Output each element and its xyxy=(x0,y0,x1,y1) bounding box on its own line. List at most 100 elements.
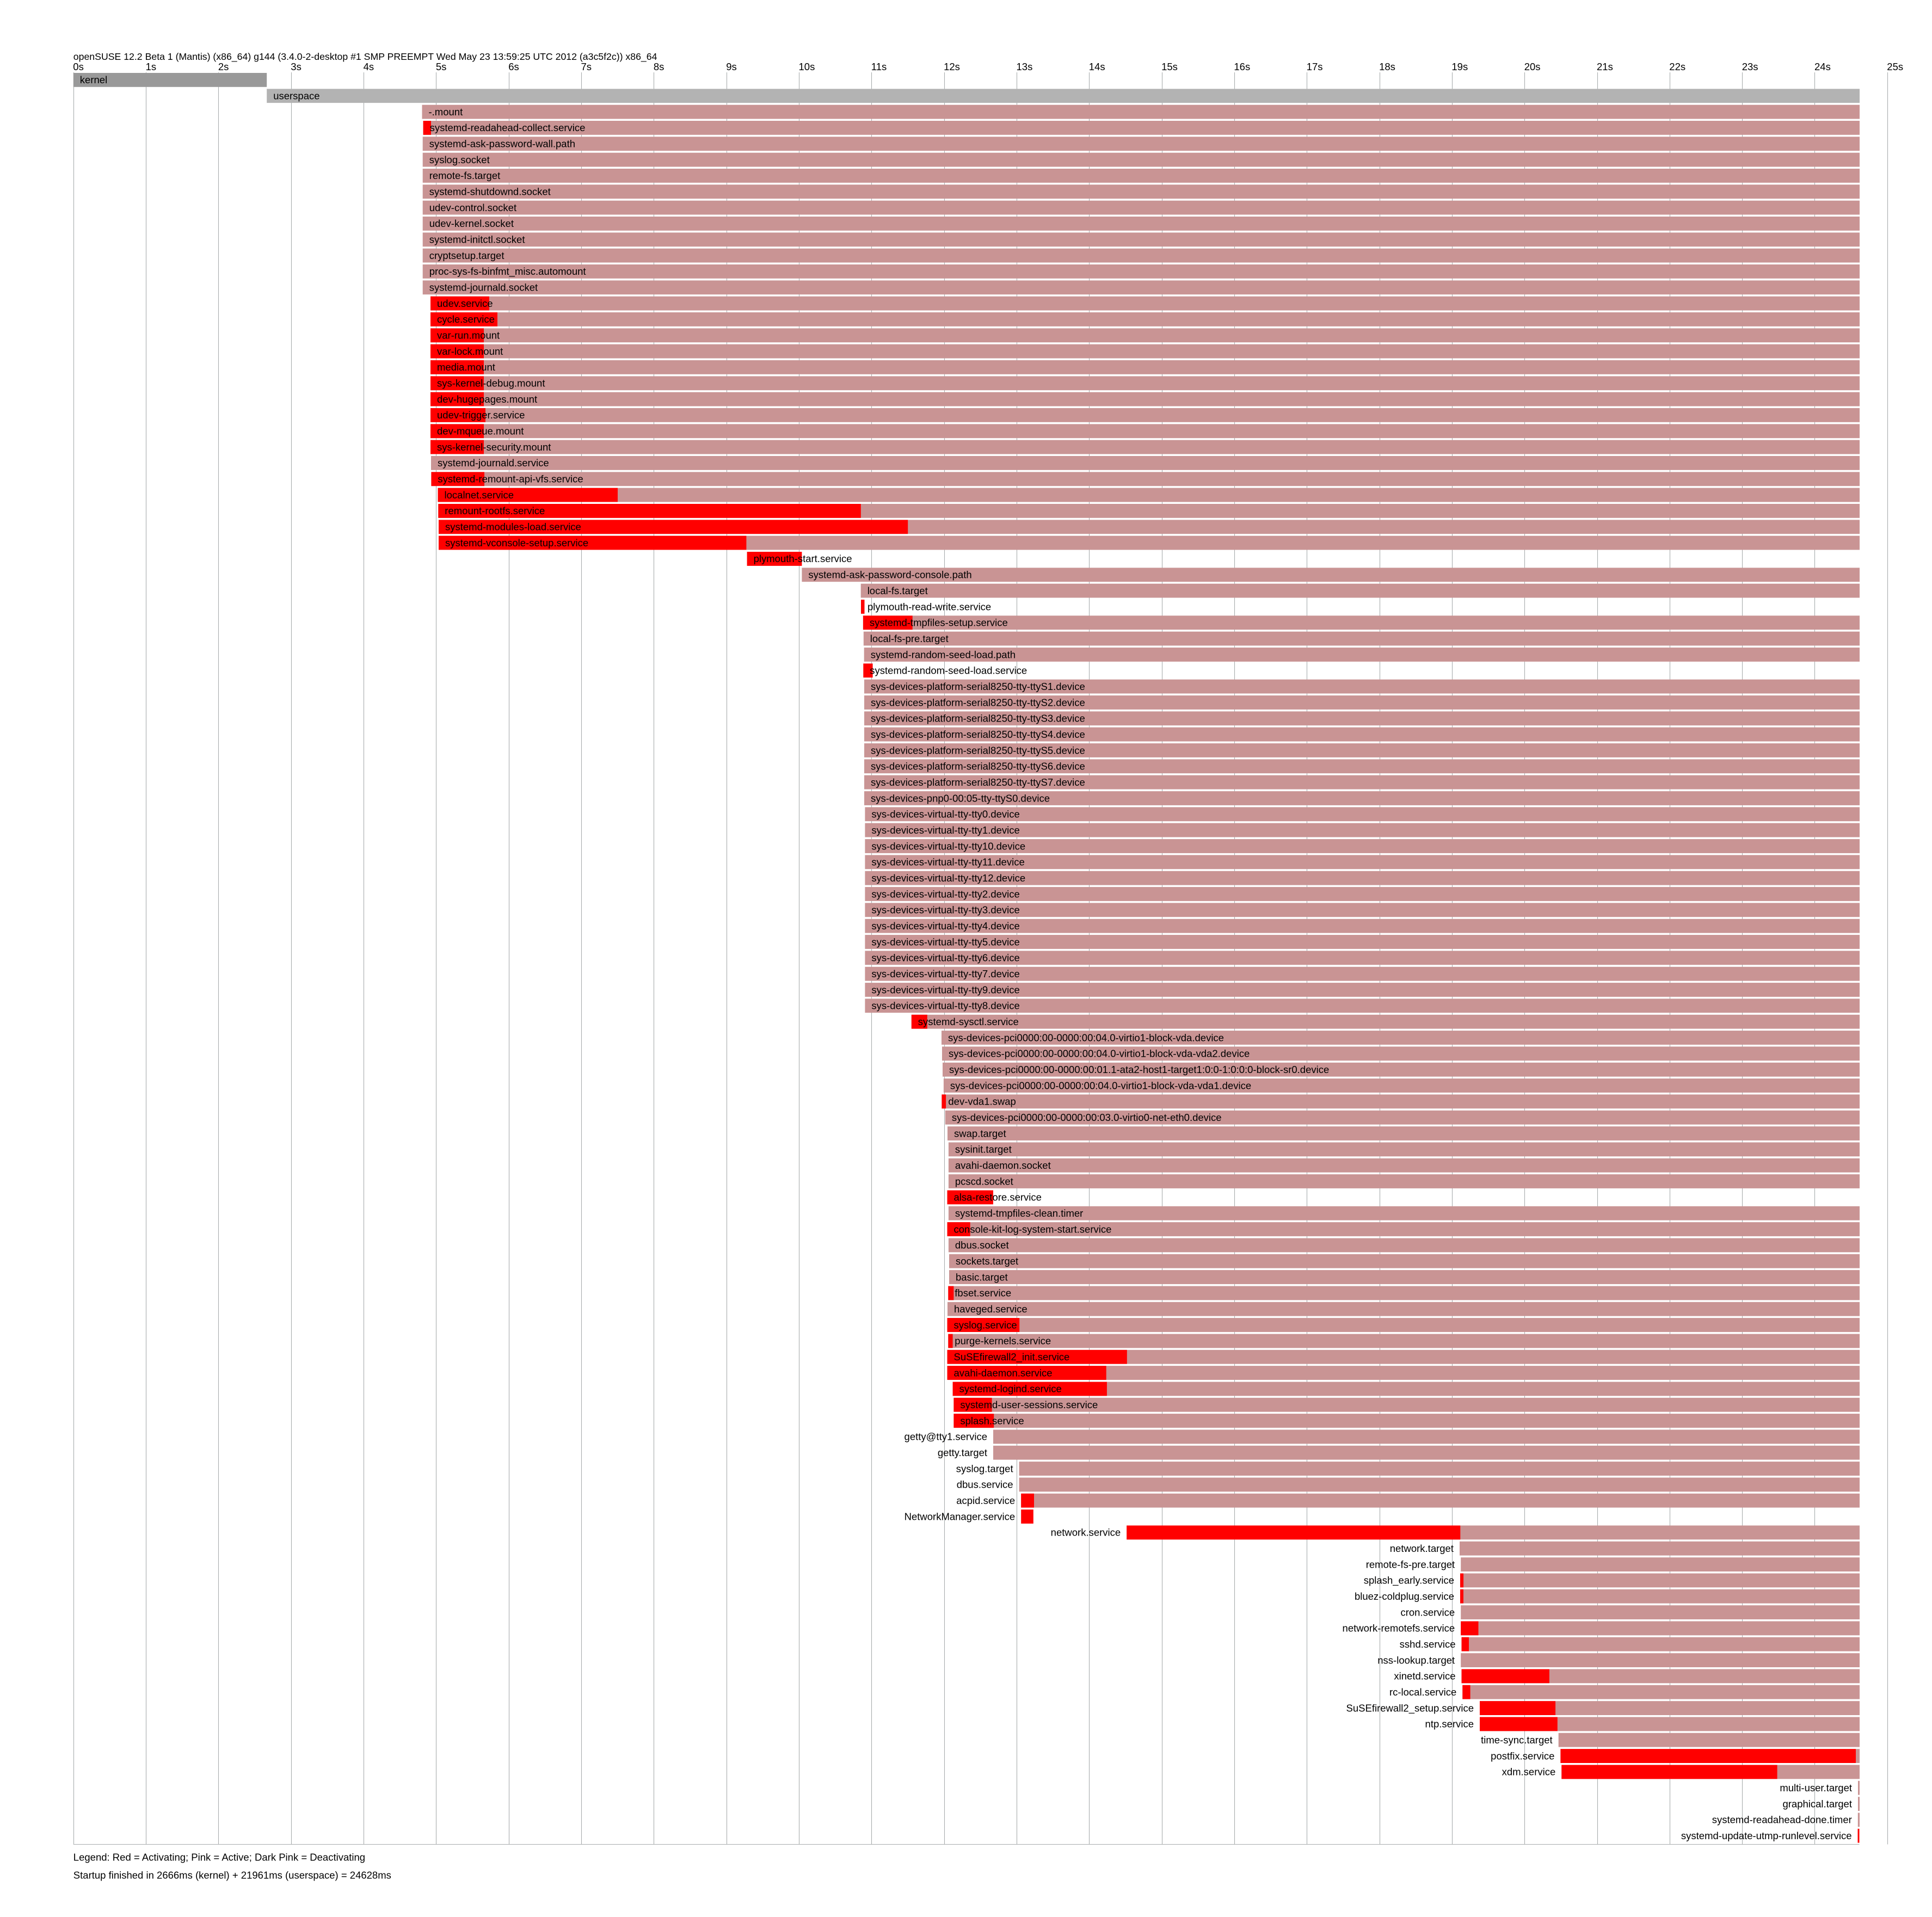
svg-text:xdm.service: xdm.service xyxy=(1502,1766,1556,1778)
svg-text:sys-devices-platform-serial825: sys-devices-platform-serial8250-tty-ttyS… xyxy=(871,744,1085,756)
svg-text:plymouth-start.service: plymouth-start.service xyxy=(754,553,852,564)
svg-text:sys-devices-virtual-tty-tty3.d: sys-devices-virtual-tty-tty3.device xyxy=(871,904,1019,916)
svg-text:11s: 11s xyxy=(871,61,887,72)
svg-text:haveged.service: haveged.service xyxy=(954,1303,1027,1315)
svg-text:systemd-journald.socket: systemd-journald.socket xyxy=(429,282,538,293)
svg-text:20s: 20s xyxy=(1524,61,1541,72)
svg-text:splash_early.service: splash_early.service xyxy=(1364,1575,1454,1587)
svg-text:udev-kernel.socket: udev-kernel.socket xyxy=(429,218,514,229)
svg-text:dev-vda1.swap: dev-vda1.swap xyxy=(948,1096,1016,1107)
svg-text:avahi-daemon.socket: avahi-daemon.socket xyxy=(955,1160,1051,1171)
svg-text:fbset.service: fbset.service xyxy=(955,1287,1011,1299)
svg-text:console-kit-log-system-start.s: console-kit-log-system-start.service xyxy=(954,1223,1112,1235)
svg-text:getty@tty1.service: getty@tty1.service xyxy=(905,1431,987,1443)
svg-text:5s: 5s xyxy=(436,61,447,72)
svg-text:sys-devices-pci0000:00-0000:00: sys-devices-pci0000:00-0000:00:01.1-ata2… xyxy=(949,1064,1329,1075)
svg-text:sys-devices-virtual-tty-tty8.d: sys-devices-virtual-tty-tty8.device xyxy=(871,1000,1019,1012)
svg-text:cryptsetup.target: cryptsetup.target xyxy=(429,250,504,261)
svg-text:17s: 17s xyxy=(1307,61,1323,72)
svg-text:13s: 13s xyxy=(1017,61,1033,72)
svg-text:nss-lookup.target: nss-lookup.target xyxy=(1377,1654,1455,1666)
svg-text:systemd-tmpfiles-setup.service: systemd-tmpfiles-setup.service xyxy=(870,617,1008,628)
svg-text:udev.service: udev.service xyxy=(437,298,493,309)
svg-text:15s: 15s xyxy=(1161,61,1178,72)
svg-text:var-lock.mount: var-lock.mount xyxy=(437,346,503,357)
svg-text:sys-devices-virtual-tty-tty10.: sys-devices-virtual-tty-tty10.device xyxy=(871,840,1025,852)
svg-text:systemd-vconsole-setup.service: systemd-vconsole-setup.service xyxy=(445,537,588,548)
svg-text:1s: 1s xyxy=(146,61,157,72)
svg-text:getty.target: getty.target xyxy=(938,1447,987,1458)
svg-text:swap.target: swap.target xyxy=(954,1127,1006,1139)
svg-text:systemd-update-utmp-runlevel.s: systemd-update-utmp-runlevel.service xyxy=(1681,1830,1852,1841)
svg-text:0s: 0s xyxy=(73,61,84,72)
svg-text:pcscd.socket: pcscd.socket xyxy=(955,1175,1013,1187)
svg-text:userspace: userspace xyxy=(273,90,319,102)
svg-text:bluez-coldplug.service: bluez-coldplug.service xyxy=(1355,1591,1454,1602)
svg-text:acpid.service: acpid.service xyxy=(956,1495,1015,1506)
svg-text:var-run.mount: var-run.mount xyxy=(437,330,500,341)
svg-text:systemd-user-sessions.service: systemd-user-sessions.service xyxy=(960,1399,1098,1410)
svg-text:3s: 3s xyxy=(291,61,302,72)
svg-text:sys-devices-platform-serial825: sys-devices-platform-serial8250-tty-ttyS… xyxy=(871,776,1085,788)
svg-text:syslog.socket: syslog.socket xyxy=(429,154,490,165)
svg-text:-.mount: -.mount xyxy=(429,106,463,118)
svg-text:systemd-remount-api-vfs.servic: systemd-remount-api-vfs.service xyxy=(438,473,583,485)
svg-text:systemd-readahead-collect.serv: systemd-readahead-collect.service xyxy=(430,122,586,133)
svg-text:systemd-sysctl.service: systemd-sysctl.service xyxy=(918,1016,1019,1027)
svg-text:dbus.socket: dbus.socket xyxy=(955,1240,1009,1251)
svg-text:sys-devices-virtual-tty-tty2.d: sys-devices-virtual-tty-tty2.device xyxy=(871,888,1019,899)
svg-text:time-sync.target: time-sync.target xyxy=(1481,1734,1553,1746)
svg-text:sys-devices-platform-serial825: sys-devices-platform-serial8250-tty-ttyS… xyxy=(871,696,1085,708)
svg-text:systemd-logind.service: systemd-logind.service xyxy=(959,1383,1062,1395)
svg-text:openSUSE 12.2 Beta 1 (Mantis): openSUSE 12.2 Beta 1 (Mantis) (x86_64) g… xyxy=(73,51,657,63)
svg-text:22s: 22s xyxy=(1669,61,1685,72)
svg-text:basic.target: basic.target xyxy=(956,1271,1008,1283)
svg-text:network.target: network.target xyxy=(1390,1543,1454,1554)
svg-text:sys-devices-platform-serial825: sys-devices-platform-serial8250-tty-ttyS… xyxy=(871,681,1085,692)
svg-text:sys-devices-pci0000:00-0000:00: sys-devices-pci0000:00-0000:00:03.0-virt… xyxy=(952,1112,1222,1123)
svg-text:proc-sys-fs-binfmt_misc.automo: proc-sys-fs-binfmt_misc.automount xyxy=(429,266,586,278)
svg-text:dev-mqueue.mount: dev-mqueue.mount xyxy=(437,426,524,437)
svg-text:udev-control.socket: udev-control.socket xyxy=(429,202,516,213)
svg-text:sys-devices-pci0000:00-0000:00: sys-devices-pci0000:00-0000:00:04.0-virt… xyxy=(950,1080,1251,1091)
svg-text:SuSEfirewall2_init.service: SuSEfirewall2_init.service xyxy=(954,1351,1070,1363)
svg-text:sockets.target: sockets.target xyxy=(956,1255,1018,1267)
svg-text:sys-devices-virtual-tty-tty0.d: sys-devices-virtual-tty-tty0.device xyxy=(871,809,1019,820)
svg-text:local-fs-pre.target: local-fs-pre.target xyxy=(870,633,949,644)
svg-text:dbus.service: dbus.service xyxy=(957,1479,1013,1490)
svg-text:sys-devices-pci0000:00-0000:00: sys-devices-pci0000:00-0000:00:04.0-virt… xyxy=(948,1032,1224,1043)
svg-text:10s: 10s xyxy=(799,61,815,72)
svg-text:sys-devices-virtual-tty-tty7.d: sys-devices-virtual-tty-tty7.device xyxy=(871,968,1019,979)
svg-text:sshd.service: sshd.service xyxy=(1400,1638,1456,1650)
svg-text:avahi-daemon.service: avahi-daemon.service xyxy=(954,1367,1053,1378)
svg-text:7s: 7s xyxy=(581,61,592,72)
svg-text:4s: 4s xyxy=(364,61,374,72)
svg-text:dev-hugepages.mount: dev-hugepages.mount xyxy=(437,393,537,405)
svg-text:media.mount: media.mount xyxy=(437,361,495,373)
svg-text:localnet.service: localnet.service xyxy=(445,489,514,501)
svg-text:19s: 19s xyxy=(1451,61,1468,72)
svg-text:multi-user.target: multi-user.target xyxy=(1780,1782,1852,1793)
svg-text:postfix.service: postfix.service xyxy=(1491,1750,1554,1761)
svg-text:sys-devices-virtual-tty-tty6.d: sys-devices-virtual-tty-tty6.device xyxy=(871,952,1019,964)
svg-text:udev-trigger.service: udev-trigger.service xyxy=(437,409,525,421)
svg-text:systemd-tmpfiles-clean.timer: systemd-tmpfiles-clean.timer xyxy=(955,1207,1083,1219)
svg-text:sys-devices-platform-serial825: sys-devices-platform-serial8250-tty-ttyS… xyxy=(871,729,1085,740)
svg-text:sys-kernel-debug.mount: sys-kernel-debug.mount xyxy=(437,378,545,389)
svg-text:23s: 23s xyxy=(1742,61,1758,72)
svg-text:systemd-shutdownd.socket: systemd-shutdownd.socket xyxy=(429,186,551,198)
svg-text:systemd-ask-password-wall.path: systemd-ask-password-wall.path xyxy=(429,138,575,150)
svg-text:sys-kernel-security.mount: sys-kernel-security.mount xyxy=(437,441,551,453)
svg-text:sys-devices-virtual-tty-tty12.: sys-devices-virtual-tty-tty12.device xyxy=(871,872,1025,884)
svg-text:syslog.target: syslog.target xyxy=(956,1463,1013,1474)
svg-text:sys-devices-platform-serial825: sys-devices-platform-serial8250-tty-ttyS… xyxy=(871,713,1085,724)
svg-text:systemd-initctl.socket: systemd-initctl.socket xyxy=(429,234,525,245)
svg-text:graphical.target: graphical.target xyxy=(1782,1798,1852,1809)
svg-text:systemd-random-seed-load.path: systemd-random-seed-load.path xyxy=(871,649,1016,660)
svg-text:purge-kernels.service: purge-kernels.service xyxy=(955,1335,1051,1347)
svg-text:remote-fs.target: remote-fs.target xyxy=(429,170,501,181)
svg-text:sys-devices-virtual-tty-tty5.d: sys-devices-virtual-tty-tty5.device xyxy=(871,936,1019,947)
svg-text:syslog.service: syslog.service xyxy=(954,1319,1017,1330)
svg-text:sys-devices-pci0000:00-0000:00: sys-devices-pci0000:00-0000:00:04.0-virt… xyxy=(949,1048,1250,1059)
svg-text:network.service: network.service xyxy=(1051,1527,1121,1538)
